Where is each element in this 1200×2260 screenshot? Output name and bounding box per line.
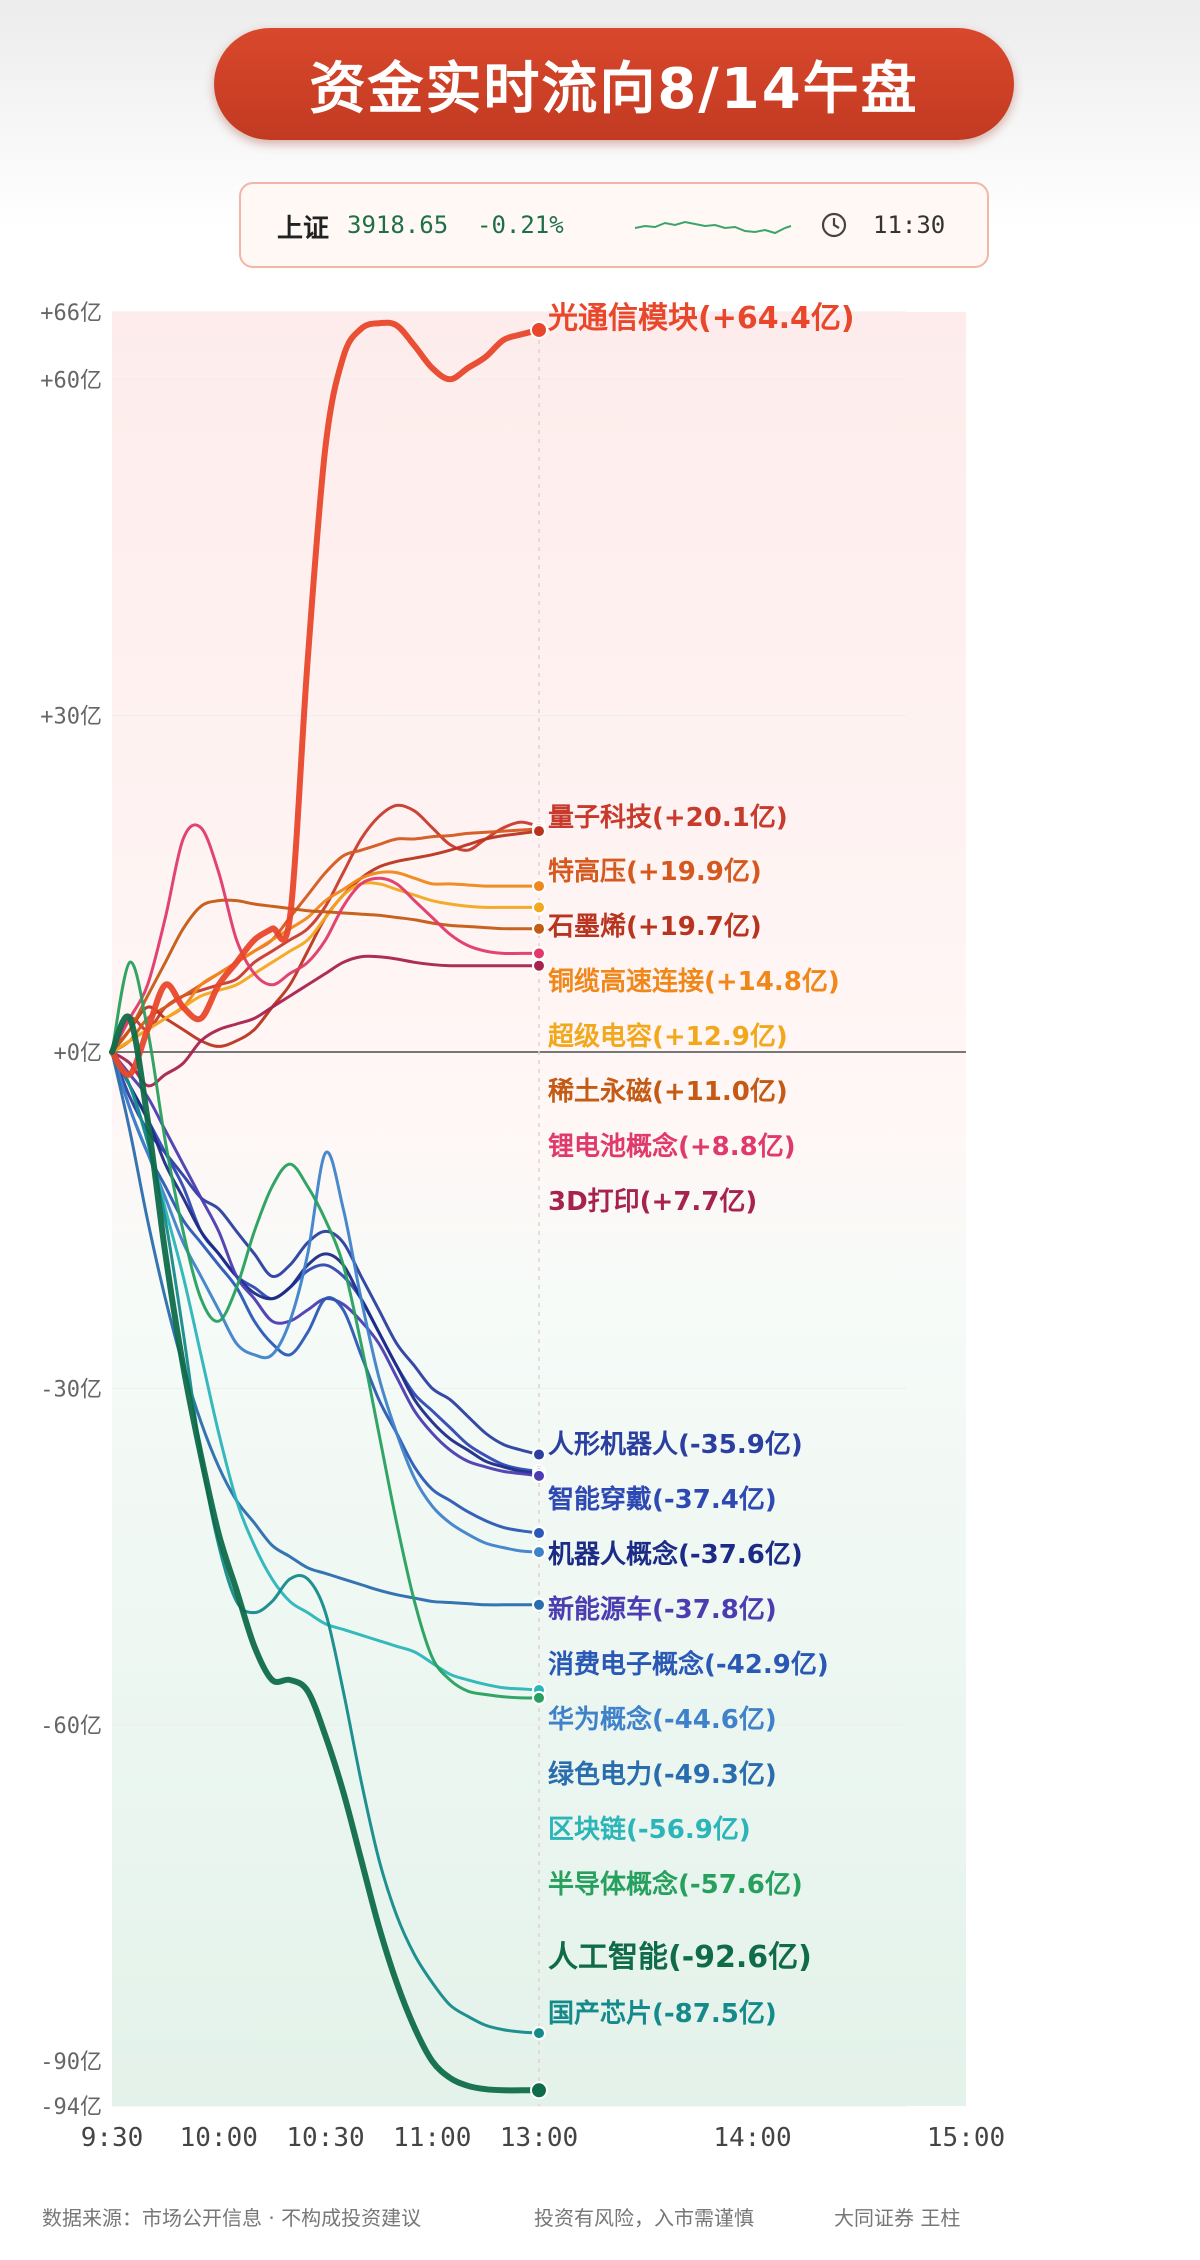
series-line xyxy=(110,1050,541,1554)
series-end-label: 智能穿戴(-37.4亿) xyxy=(548,1484,777,1515)
series-end-label: 华为概念(-44.6亿) xyxy=(548,1704,777,1735)
series-end-dot xyxy=(532,1468,546,1483)
series-end-label: 石墨烯(+19.7亿) xyxy=(547,912,762,942)
series-end-label: 新能源车(-37.8亿) xyxy=(548,1594,777,1625)
x-tick-label: 13:00 xyxy=(500,2123,578,2153)
series-end-dot xyxy=(532,1447,546,1462)
series-line xyxy=(110,823,541,1054)
series-end-label: 3D打印(+7.7亿) xyxy=(548,1187,757,1217)
footer-risk: 投资有风险，入市需谨慎 xyxy=(534,2206,754,2230)
series-end-dot xyxy=(532,958,546,973)
index-time: 11:30 xyxy=(873,211,946,239)
series-end-label: 铜缆高速连接(+14.8亿) xyxy=(548,966,840,997)
y-tick-label: +0亿 xyxy=(54,1041,103,1066)
index-change: -0.21% xyxy=(477,211,564,239)
series-end-label: 区块链(-56.9亿) xyxy=(548,1814,751,1845)
y-tick-label: -30亿 xyxy=(40,1377,102,1402)
x-tick-label: 10:30 xyxy=(286,2123,364,2153)
series-end-label: 人工智能(-92.6亿) xyxy=(548,1940,812,1975)
x-tick-label: 11:00 xyxy=(393,2123,471,2153)
series-line xyxy=(110,954,541,1088)
series-end-dot xyxy=(532,900,546,915)
series-end-dot xyxy=(532,2026,546,2041)
series-end-dot xyxy=(532,1597,546,1612)
series-end-label: 消费电子概念(-42.9亿) xyxy=(548,1649,829,1680)
series-line xyxy=(110,1050,541,1692)
series-end-label: 特高压(+19.9亿) xyxy=(548,856,762,887)
series-end-label: 超级电容(+12.9亿) xyxy=(548,1021,788,1052)
series-end-dot xyxy=(532,879,546,894)
series-end-label: 人形机器人(-35.9亿) xyxy=(548,1430,803,1460)
series-end-label: 半导体概念(-57.6亿) xyxy=(548,1869,803,1900)
index-name: 上证 xyxy=(277,214,330,244)
series-line xyxy=(109,1013,542,2094)
series-end-dot xyxy=(530,2081,548,2100)
series-end-label: 国产芯片(-87.5亿) xyxy=(548,1999,777,2029)
series-end-dot xyxy=(532,824,546,839)
x-tick-label: 9:30 xyxy=(81,2123,144,2153)
series-line xyxy=(110,1050,541,1473)
series-end-dot xyxy=(532,1526,546,1541)
index-value: 3918.65 xyxy=(347,211,449,239)
y-tick-label: -60亿 xyxy=(40,1714,102,1739)
series-line xyxy=(110,827,541,1054)
y-tick-label: -90亿 xyxy=(40,2050,102,2075)
series-line xyxy=(110,960,541,1700)
series-end-dot xyxy=(532,946,546,961)
index-sparkline-icon xyxy=(634,220,792,235)
series-line xyxy=(110,1050,541,2035)
series-end-dot xyxy=(532,1690,546,1705)
y-tick-label: +66亿 xyxy=(40,301,102,326)
x-tick-label: 15:00 xyxy=(927,2123,1005,2153)
series-line xyxy=(109,319,542,1078)
fund-flow-chart: +66亿 +60亿 +30亿 +0亿 -30亿 -60亿 -90亿 -94亿 9:30 10:00… xyxy=(40,301,1005,2153)
series-end-dot xyxy=(530,320,548,339)
y-tick-label: +60亿 xyxy=(40,368,102,393)
title-banner: 资金实时流向8/14午盘 xyxy=(214,28,1014,140)
y-tick-label: +30亿 xyxy=(40,705,102,730)
x-tick-label: 14:00 xyxy=(713,2123,791,2153)
page-title: 资金实时流向8/14午盘 xyxy=(309,56,919,122)
series-end-label: 光通信模块(+64.4亿) xyxy=(548,301,855,336)
y-tick-label: -94亿 xyxy=(40,2095,102,2120)
series-end-label: 机器人概念(-37.6亿) xyxy=(548,1539,803,1570)
series-line xyxy=(110,1050,541,1535)
x-tick-label: 10:00 xyxy=(180,2123,258,2153)
series-end-label: 稀土永磁(+11.0亿) xyxy=(548,1076,788,1107)
series-end-dot xyxy=(532,1545,546,1560)
series-end-label: 锂电池概念(+8.8亿) xyxy=(548,1131,796,1162)
series-line xyxy=(110,1050,541,1476)
series-line xyxy=(110,898,541,1054)
series-end-label: 量子科技(+20.1亿) xyxy=(548,803,788,833)
footer-firm: 大同证券 王柱 xyxy=(834,2206,961,2230)
index-card: 上证 3918.65 -0.21% 11:30 xyxy=(239,182,989,268)
series-end-label: 绿色电力(-49.3亿) xyxy=(548,1759,777,1790)
series-end-dot xyxy=(532,921,546,936)
footer-source: 数据来源：市场公开信息 · 不构成投资建议 xyxy=(42,2206,422,2230)
series-line xyxy=(110,1050,541,1457)
clock-icon xyxy=(821,212,847,238)
